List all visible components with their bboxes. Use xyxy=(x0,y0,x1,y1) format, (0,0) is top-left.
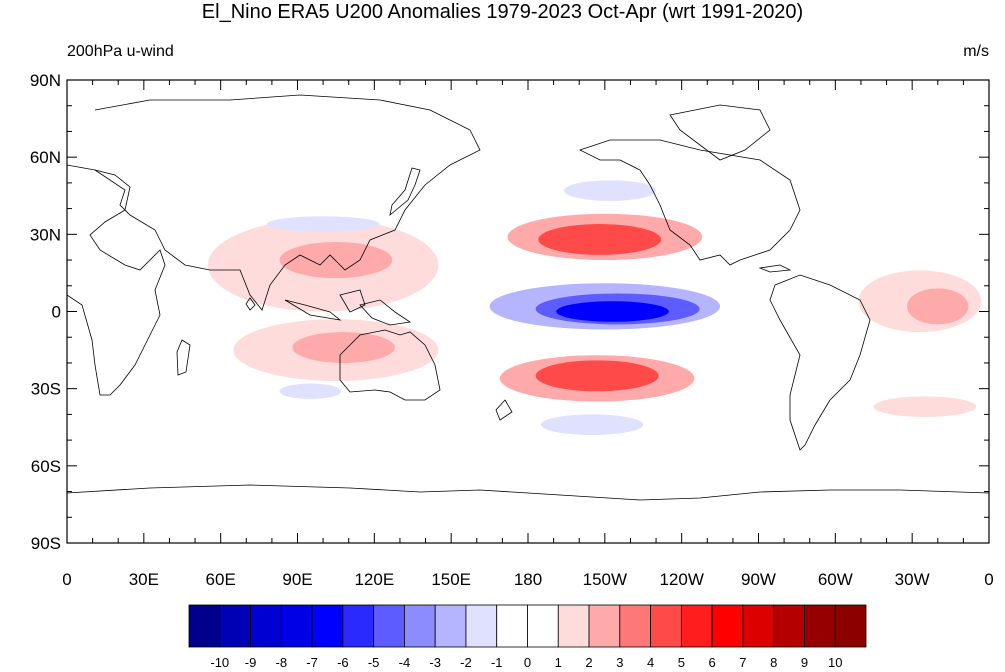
x-tick-label: 0 xyxy=(984,570,993,589)
colorbar: -10 -9 -8 -7 -6 -5 -4 -3 -2 -1 0 1 2 3 4 5 6 7 8 9 10 xyxy=(188,604,867,670)
anomaly-contour xyxy=(279,383,342,399)
colorbar-label: -5 xyxy=(368,655,380,670)
colorbar-swatch xyxy=(834,604,867,648)
colorbar-label: -9 xyxy=(245,655,257,670)
colorbar-label: -3 xyxy=(429,655,441,670)
anomaly-contour xyxy=(292,332,395,363)
anomaly-contour xyxy=(279,242,393,279)
chart-title: El_Nino ERA5 U200 Anomalies 1979-2023 Oc… xyxy=(201,1,804,23)
colorbar-label: 2 xyxy=(585,655,592,670)
colorbar-label: 3 xyxy=(616,655,623,670)
colorbar-swatch xyxy=(711,604,744,648)
colorbar-label: 0 xyxy=(524,655,531,670)
colorbar-label: -6 xyxy=(337,655,349,670)
anomaly-contour xyxy=(67,458,132,484)
x-tick-label: 60E xyxy=(206,570,236,589)
anomaly-contour xyxy=(563,180,657,201)
x-tick-label: 30W xyxy=(895,570,930,589)
colorbar-swatch xyxy=(527,604,559,648)
x-tick-label: 150E xyxy=(431,570,471,589)
anomaly-contour xyxy=(556,301,669,322)
anomaly-contour xyxy=(67,401,144,428)
colorbar-label: -2 xyxy=(460,655,472,670)
variable-label: 200hPa u-wind xyxy=(67,43,174,60)
colorbar-label: -4 xyxy=(399,655,411,670)
anomaly-contour xyxy=(592,100,695,132)
colorbar-swatch xyxy=(188,604,221,648)
colorbar-swatch xyxy=(804,604,836,648)
colorbar-label: 10 xyxy=(828,655,842,670)
colorbar-label: 7 xyxy=(739,655,746,670)
anomaly-field xyxy=(67,100,989,484)
colorbar-label: 9 xyxy=(801,655,808,670)
anomaly-contour xyxy=(535,360,659,392)
colorbar-swatch xyxy=(650,604,682,648)
colorbar-label: 5 xyxy=(678,655,685,670)
y-tick-label: 90N xyxy=(30,71,61,90)
colorbar-swatch xyxy=(250,604,282,648)
x-tick-label: 180 xyxy=(514,570,542,589)
anomaly-contour xyxy=(907,288,969,325)
colorbar-swatch xyxy=(557,604,590,648)
x-tick-label: 150W xyxy=(583,570,627,589)
colorbar-swatch xyxy=(219,604,251,648)
colorbar-label: 4 xyxy=(647,655,654,670)
coastlines xyxy=(67,94,989,501)
x-tick-label: 90W xyxy=(741,570,776,589)
y-tick-label: 30S xyxy=(31,380,61,399)
colorbar-swatch xyxy=(619,604,651,648)
anomaly-contour xyxy=(881,234,989,266)
colorbar-label: 8 xyxy=(770,655,777,670)
anomaly-contour xyxy=(873,396,977,417)
colorbar-label: 1 xyxy=(555,655,562,670)
colorbar-swatch xyxy=(773,604,805,648)
colorbar-swatch xyxy=(465,604,498,648)
colorbar-swatch xyxy=(742,604,775,648)
anomaly-contour xyxy=(266,216,380,232)
colorbar-label: -1 xyxy=(491,655,503,670)
x-tick-label: 90E xyxy=(282,570,312,589)
anomaly-contour xyxy=(540,414,644,435)
x-tick-label: 60W xyxy=(818,570,853,589)
colorbar-label: -7 xyxy=(306,655,318,670)
colorbar-swatch xyxy=(373,604,405,648)
y-tick-label: 60N xyxy=(30,148,61,167)
y-tick-label: 30N xyxy=(30,225,61,244)
colorbar-label: 6 xyxy=(709,655,716,670)
anomaly-contour xyxy=(538,224,662,255)
y-tick-label: 90S xyxy=(31,534,61,553)
y-tick-label: 60S xyxy=(31,457,61,476)
colorbar-swatch xyxy=(588,604,621,648)
x-tick-label: 120W xyxy=(659,570,703,589)
colorbar-swatch xyxy=(434,604,467,648)
units-label: m/s xyxy=(963,43,989,60)
x-tick-label: 30E xyxy=(129,570,159,589)
colorbar-swatch xyxy=(280,604,313,648)
colorbar-label: -10 xyxy=(210,655,229,670)
colorbar-swatch xyxy=(311,604,344,648)
axis-ticks xyxy=(66,79,990,544)
colorbar-swatch xyxy=(404,604,436,648)
colorbar-label: -8 xyxy=(276,655,288,670)
colorbar-swatch xyxy=(680,604,713,648)
colorbar-swatch xyxy=(342,604,375,648)
colorbar-swatch xyxy=(496,604,528,648)
x-tick-label: 0 xyxy=(62,570,71,589)
y-tick-label: 0 xyxy=(52,303,61,322)
x-tick-label: 120E xyxy=(354,570,394,589)
